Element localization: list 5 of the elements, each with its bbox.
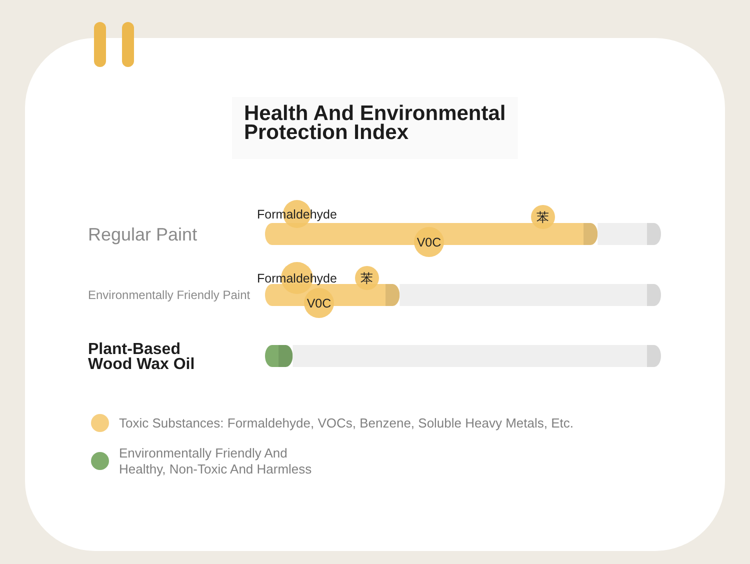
- annotation: 苯: [536, 210, 550, 224]
- annotation: V0C: [306, 296, 332, 310]
- title: Health And Environmental Protection Index: [244, 102, 506, 144]
- annotation: V0C: [416, 236, 442, 250]
- annotation: 苯: [360, 272, 374, 286]
